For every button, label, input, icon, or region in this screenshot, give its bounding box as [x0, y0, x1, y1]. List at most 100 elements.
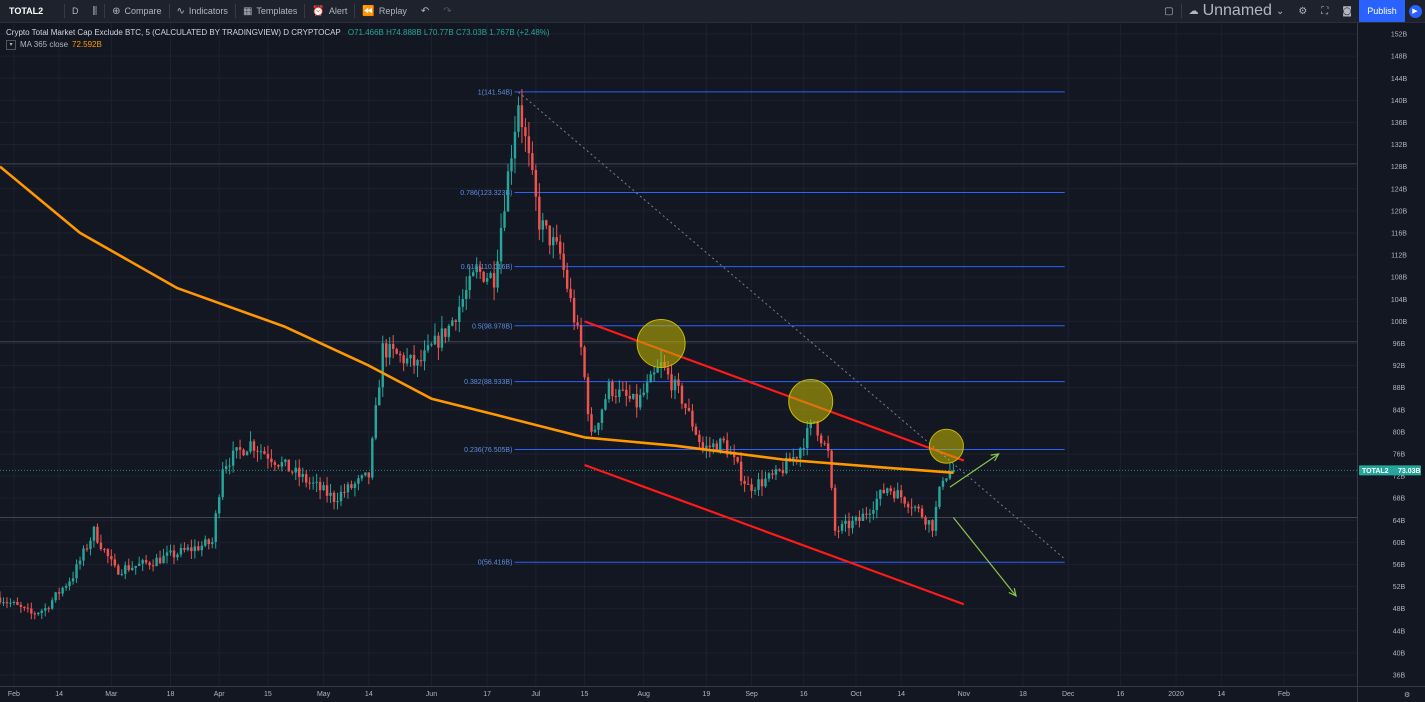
layout-name-button[interactable]: ☁ Unnamed ⌄ — [1182, 0, 1292, 22]
candle-body — [332, 492, 336, 503]
redo-button[interactable]: ↷ — [436, 0, 458, 22]
candle-body — [458, 306, 461, 323]
candle-body — [50, 600, 54, 609]
price-axis[interactable]: 36B 40B 44B 48B 52B 56B 60B 64B 68B 72B 76B 80B 84B 8… — [1357, 23, 1425, 702]
candle-body — [33, 613, 37, 615]
candle-body — [555, 237, 558, 242]
layout-toggle-button[interactable]: ▢ — [1157, 0, 1180, 22]
fib-level-label: 0(56.416B) — [478, 560, 513, 567]
price-tick-label: 104B — [1391, 297, 1408, 304]
settings-button[interactable]: ⚙ — [1291, 0, 1314, 22]
axis-settings-icon[interactable]: ⚙ — [1404, 691, 1410, 699]
projection-arrows[interactable] — [949, 453, 1017, 598]
candle-body — [308, 482, 311, 484]
chart-type-button[interactable]: ⫼ — [86, 0, 105, 22]
highlight-circle — [788, 378, 834, 424]
publish-button[interactable]: Publish — [1359, 0, 1405, 22]
alert-button[interactable]: ⏰ Alert — [305, 0, 354, 22]
ohlc-values: O71.466B H74.888B L70.77B C73.03B 1.767B… — [347, 28, 550, 37]
last-price-symbol: TOTAL2 — [1362, 468, 1389, 475]
candle-body — [228, 465, 231, 467]
candle-body — [583, 347, 586, 378]
templates-button[interactable]: ▦ Templates — [236, 0, 304, 22]
undo-button[interactable]: ↶ — [414, 0, 436, 22]
candle-body — [284, 459, 287, 463]
candle-body — [106, 549, 110, 557]
compare-label: Compare — [124, 6, 162, 16]
candle-body — [471, 272, 475, 276]
price-tick-label: 80B — [1393, 429, 1406, 436]
candle-body — [913, 506, 917, 508]
arrow-shaft — [952, 517, 1017, 597]
candle-body — [639, 394, 642, 408]
symbol-search-button[interactable]: TOTAL2 — [9, 6, 44, 16]
candle-body — [621, 389, 625, 391]
candle-body — [899, 490, 903, 498]
candle-body — [886, 488, 889, 494]
compare-button[interactable]: ⊕ Compare — [105, 0, 168, 22]
candle-body — [141, 560, 144, 564]
candle-body — [642, 392, 645, 395]
candle-body — [231, 450, 235, 466]
candle-body — [357, 478, 360, 484]
candle-body — [398, 353, 402, 356]
moving-average-365 — [0, 165, 954, 474]
candle-body — [774, 469, 778, 475]
highlight-circles[interactable] — [636, 318, 964, 464]
candle-body — [61, 587, 64, 594]
replay-button[interactable]: ⏪ Replay — [355, 0, 413, 22]
last-price-label: TOTAL2 73.03B — [1359, 465, 1421, 476]
candle-body — [632, 393, 635, 399]
price-axis-background — [1357, 23, 1425, 686]
candle-body — [287, 459, 291, 472]
candle-body — [433, 335, 437, 345]
candle-body — [169, 550, 172, 553]
candle-body — [722, 438, 725, 441]
candle-body — [893, 491, 896, 499]
series-title: Crypto Total Market Cap Exclude BTC, 5 (… — [6, 28, 341, 37]
interval-button[interactable]: D — [72, 6, 79, 16]
snapshot-button[interactable]: ◙ — [1335, 0, 1359, 22]
time-tick-label: Aug — [637, 691, 650, 698]
fibonacci-retracement[interactable]: 1(141.54B) 0.786(123.323B) 0.618(110.016B)… — [460, 89, 1065, 567]
candle-body — [527, 136, 531, 154]
candle-body — [291, 471, 294, 473]
price-tick-label: 84B — [1393, 407, 1406, 414]
templates-label: Templates — [256, 6, 298, 16]
layout-name: Unnamed — [1202, 2, 1272, 19]
fib-level-label: 0.786(123.323B) — [460, 190, 512, 197]
candle-body — [645, 382, 649, 393]
candle-body — [760, 479, 764, 487]
indicators-button[interactable]: ∿ Indicators — [170, 0, 235, 22]
undo-icon: ↶ — [420, 5, 430, 17]
candle-body — [131, 567, 134, 571]
alarm-clock-icon: ⏰ — [312, 5, 325, 17]
candle-body — [430, 344, 433, 346]
candle-body — [353, 483, 357, 488]
play-button[interactable]: ▶ — [1405, 0, 1425, 22]
price-tick-label: 116B — [1391, 230, 1407, 237]
candle-body — [16, 601, 19, 605]
candle-body — [137, 563, 141, 566]
candle-body — [597, 422, 600, 430]
candle-body — [694, 426, 698, 435]
price-tick-label: 100B — [1391, 319, 1408, 326]
time-tick-label: Jul — [531, 691, 540, 698]
candle-body — [451, 320, 454, 326]
candle-body — [71, 578, 75, 582]
time-tick-label: 14 — [897, 691, 905, 698]
legend-ma-row[interactable]: ▾ MA 365 close 72.592B — [6, 39, 550, 51]
candle-body — [391, 343, 395, 349]
fullscreen-icon: ⛶ — [1321, 5, 1329, 17]
fullscreen-button[interactable]: ⛶ — [1314, 0, 1335, 22]
chart-legend: Crypto Total Market Cap Exclude BTC, 5 (… — [6, 27, 550, 51]
collapse-icon[interactable]: ▾ — [6, 40, 16, 50]
time-axis[interactable]: Feb 14 Mar 18 Apr 15 May 14 Jun 17 Jul 15 Aug 19 Sep 16… — [0, 686, 1425, 700]
price-tick-label: 52B — [1393, 584, 1406, 591]
legend-series-row[interactable]: Crypto Total Market Cap Exclude BTC, 5 (… — [6, 27, 550, 39]
price-tick-label: 108B — [1391, 275, 1408, 282]
candle-body — [920, 508, 924, 518]
candle-body — [273, 462, 277, 465]
candle-body — [531, 153, 534, 170]
